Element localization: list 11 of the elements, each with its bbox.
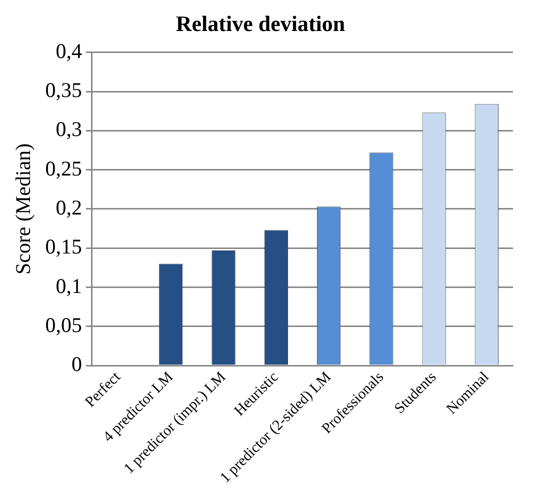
y-tick-label: 0,1 (56, 274, 82, 298)
y-tick-label: 0,2 (56, 195, 82, 220)
y-tick-label: 0,3 (56, 117, 82, 142)
y-tick-label: 0,35 (45, 78, 82, 102)
y-tick-label: 0 (71, 352, 82, 376)
y-tick-label: 0,15 (45, 234, 82, 259)
y-axis-title: Score (Median) (11, 143, 36, 275)
y-tick-label: 0,05 (45, 312, 82, 337)
chart-title: Relative deviation (176, 10, 346, 36)
y-tick-label: 0,4 (56, 38, 82, 63)
y-tick-label: 0,25 (45, 156, 82, 180)
